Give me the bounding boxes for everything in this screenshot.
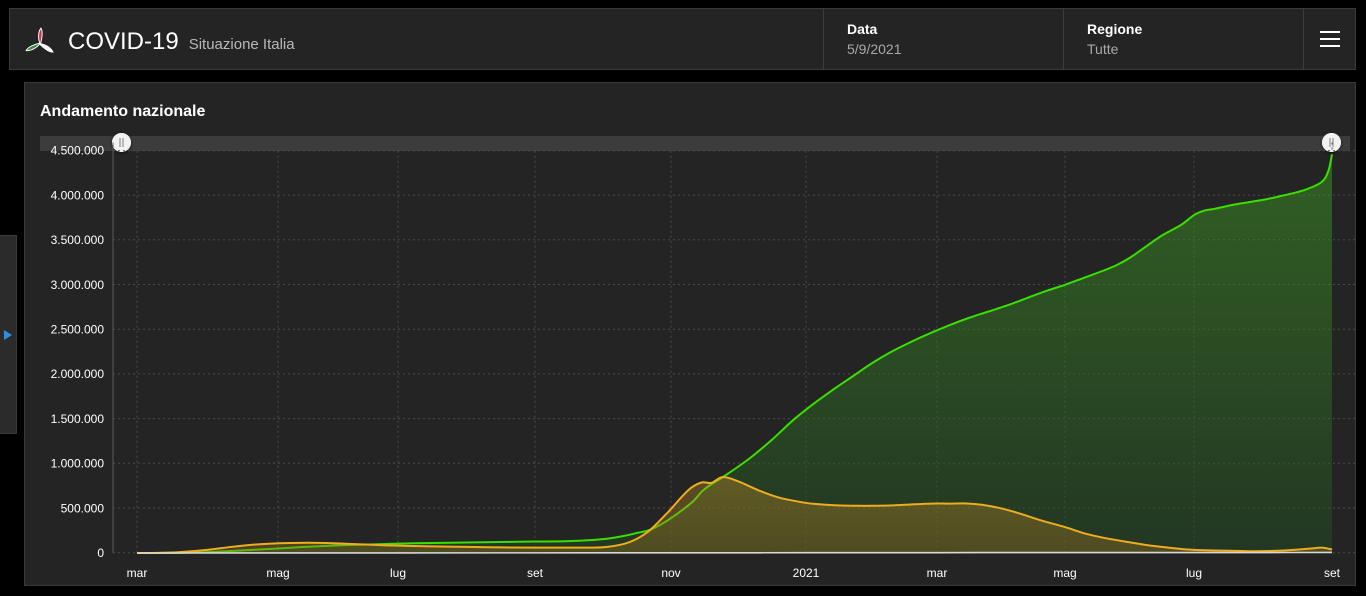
svg-text:0: 0	[97, 546, 104, 560]
svg-text:mar: mar	[127, 566, 148, 580]
svg-text:lug: lug	[1186, 566, 1202, 580]
svg-text:set: set	[527, 566, 544, 580]
svg-text:set: set	[1324, 566, 1341, 580]
svg-text:4.500.000: 4.500.000	[51, 144, 105, 158]
svg-text:500.000: 500.000	[61, 501, 105, 515]
svg-text:2.000.000: 2.000.000	[51, 367, 105, 381]
svg-text:mar: mar	[927, 566, 948, 580]
svg-text:2021: 2021	[793, 566, 820, 580]
svg-text:3.500.000: 3.500.000	[51, 233, 105, 247]
svg-text:2.500.000: 2.500.000	[51, 323, 105, 337]
svg-text:mag: mag	[266, 566, 289, 580]
svg-text:nov: nov	[661, 566, 680, 580]
svg-text:mag: mag	[1053, 566, 1076, 580]
svg-text:3.000.000: 3.000.000	[51, 278, 105, 292]
svg-text:1.500.000: 1.500.000	[51, 412, 105, 426]
svg-text:1.000.000: 1.000.000	[51, 457, 105, 471]
svg-text:4.000.000: 4.000.000	[51, 188, 105, 202]
svg-text:lug: lug	[390, 566, 406, 580]
